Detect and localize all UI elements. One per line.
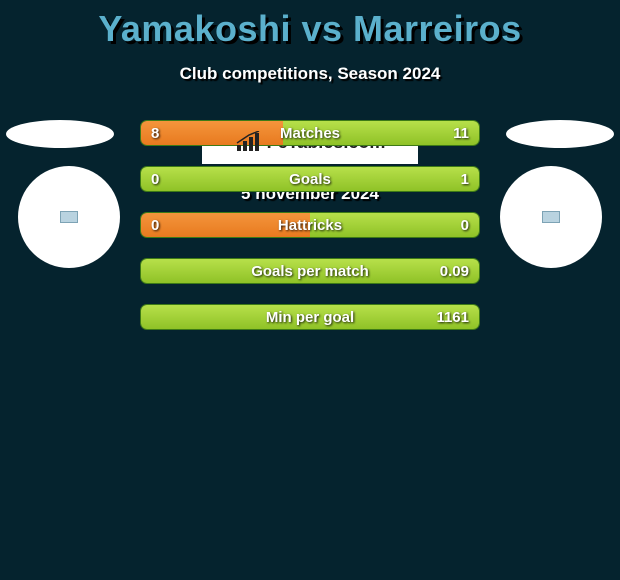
stat-bar: 00Hattricks: [140, 212, 480, 238]
bar-label: Goals per match: [141, 259, 479, 284]
page-subtitle: Club competitions, Season 2024: [0, 64, 620, 84]
stat-bar: 0.09Goals per match: [140, 258, 480, 284]
badge-placeholder-icon: [60, 211, 78, 223]
bar-label: Matches: [141, 121, 479, 146]
badge-placeholder-icon: [542, 211, 560, 223]
bar-label: Goals: [141, 167, 479, 192]
right-team-ellipse: [506, 120, 614, 148]
page-title: Yamakoshi vs Marreiros: [0, 0, 620, 50]
left-team-ellipse: [6, 120, 114, 148]
brand-chart-icon: [235, 131, 261, 153]
right-team-badge: [500, 166, 602, 268]
stat-bar: 811Matches: [140, 120, 480, 146]
bar-label: Min per goal: [141, 305, 479, 330]
bar-label: Hattricks: [141, 213, 479, 238]
left-team-badge: [18, 166, 120, 268]
bars-container: 811Matches 01Goals 00Hattricks 0.09Goals pe…: [140, 120, 480, 350]
stat-bar: 1161Min per goal: [140, 304, 480, 330]
stat-bar: 01Goals: [140, 166, 480, 192]
